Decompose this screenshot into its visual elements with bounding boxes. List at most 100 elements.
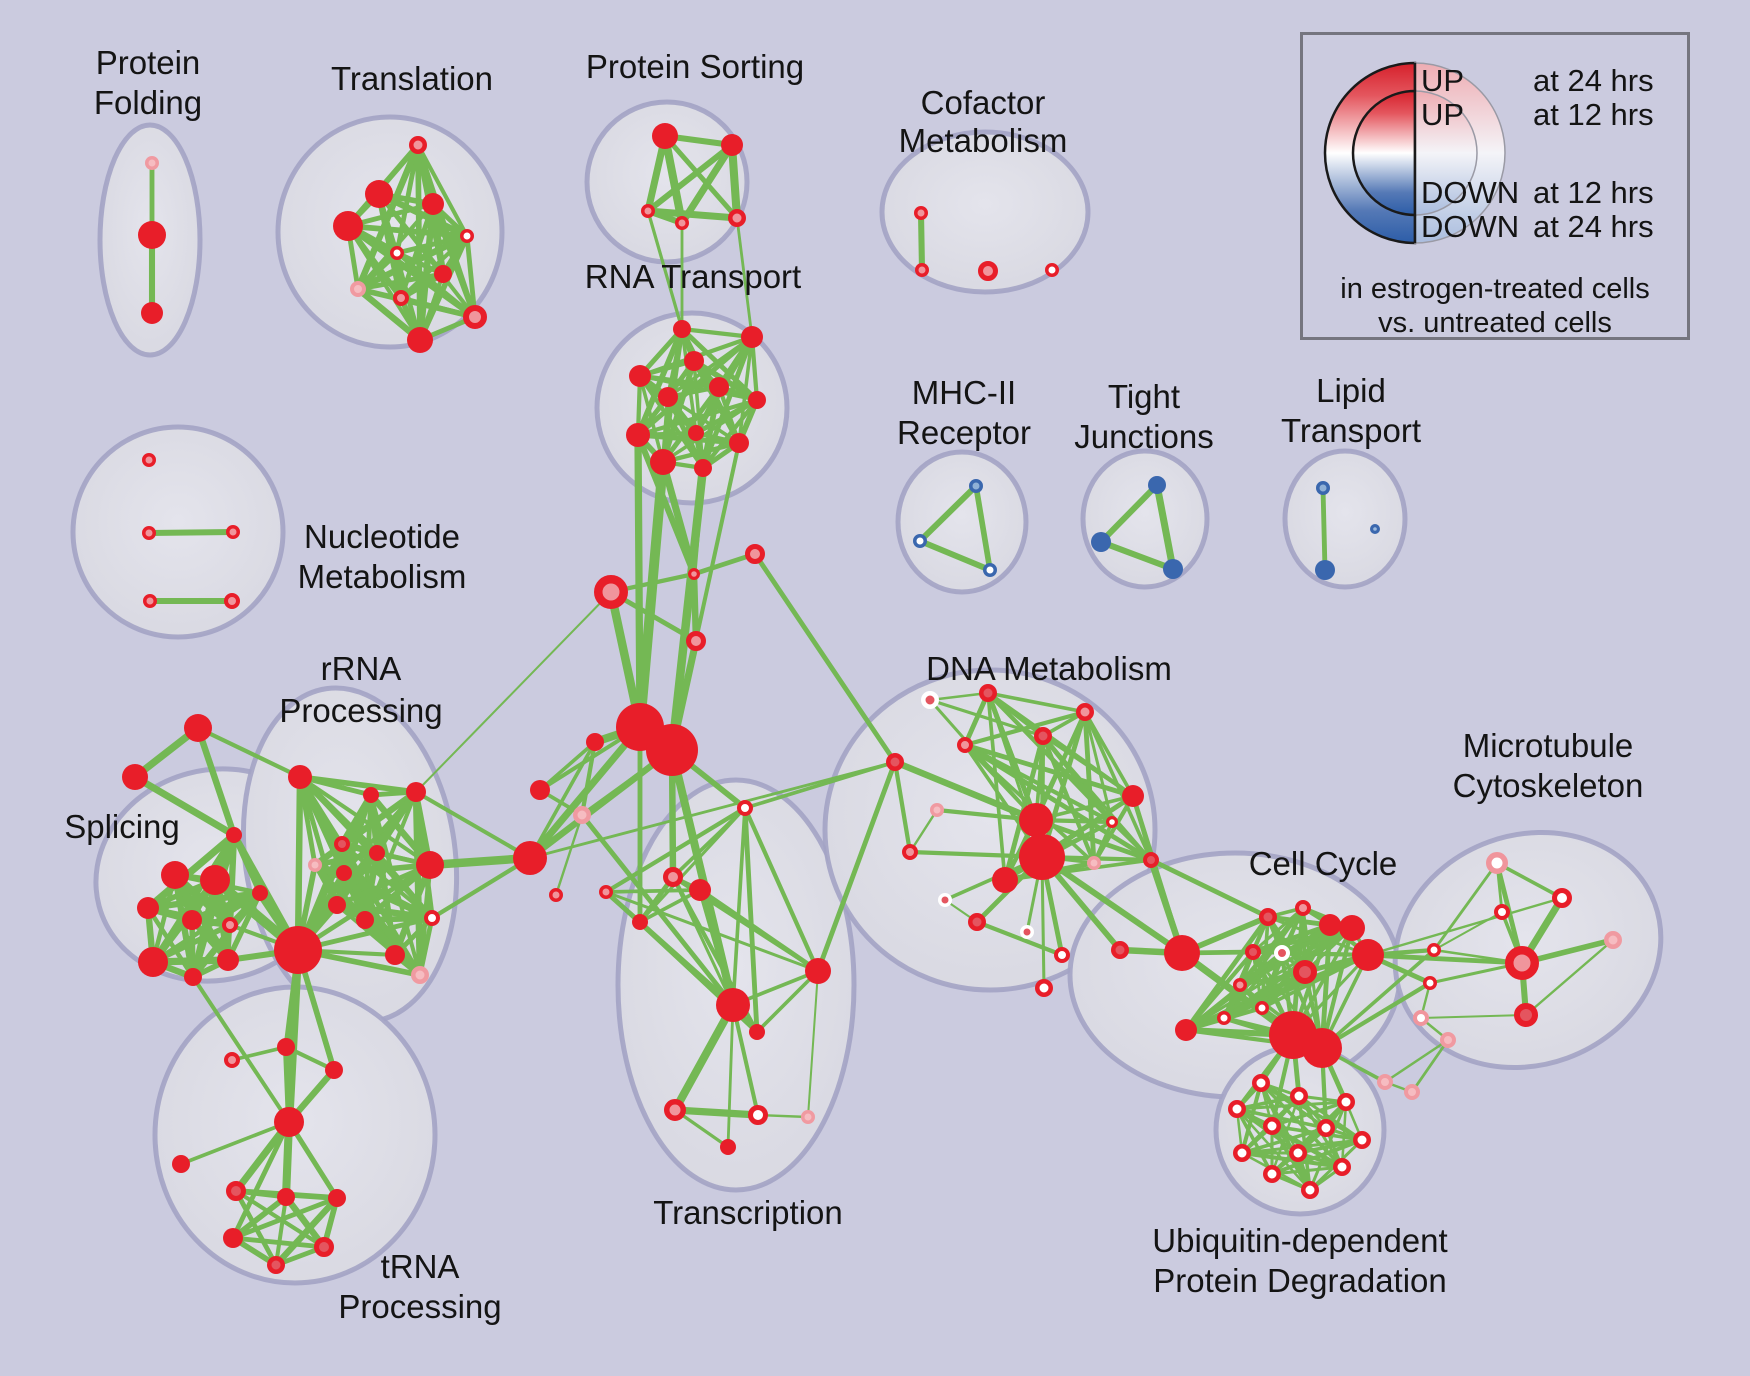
edge <box>413 789 533 861</box>
node-131-s <box>1175 1019 1197 1041</box>
edge <box>662 133 740 221</box>
node-101-rp2 <box>1034 727 1052 745</box>
legend-dir-label: UP <box>1421 97 1465 132</box>
edge <box>646 209 684 331</box>
edge <box>417 915 435 978</box>
node-16-rp <box>641 204 655 218</box>
node-layer <box>122 123 1622 1274</box>
node-108-s <box>992 867 1018 893</box>
node-13-s <box>407 327 433 353</box>
legend-caption-line2: vs. untreated cells <box>1378 307 1612 339</box>
edge <box>1097 538 1177 573</box>
edge <box>670 1000 738 1115</box>
edge <box>230 1119 292 1241</box>
edge <box>735 216 754 339</box>
edge <box>1269 1137 1365 1177</box>
edge <box>1240 1126 1328 1155</box>
cluster-lipid-transport <box>1282 448 1408 590</box>
node-116-rw <box>1054 947 1070 963</box>
node-57-s <box>137 897 159 919</box>
node-30-s <box>694 459 712 477</box>
edge <box>678 141 736 227</box>
edge <box>1383 1038 1450 1084</box>
edge <box>731 806 747 1007</box>
cluster-label-microtubule-cytoskeleton: Microtubule Cytoskeleton <box>1453 727 1644 804</box>
node-28-s <box>729 433 749 453</box>
node-166-s <box>223 1228 243 1248</box>
node-130-rw <box>1217 1011 1231 1025</box>
node-106-s <box>1019 803 1053 837</box>
edge <box>334 850 380 908</box>
node-115-wr <box>1020 925 1034 939</box>
node-53-rp <box>143 594 157 608</box>
node-5-s <box>333 211 363 241</box>
node-97-s <box>720 1139 736 1155</box>
legend-inner-left-half <box>1351 89 1417 217</box>
edge <box>362 915 435 923</box>
node-135-rw <box>1423 976 1437 990</box>
edge <box>282 1193 328 1251</box>
edge <box>604 888 702 894</box>
edge <box>189 831 238 981</box>
edge <box>230 1195 340 1241</box>
edge <box>398 295 478 320</box>
edge <box>660 131 687 228</box>
node-19-s <box>673 320 691 338</box>
node-122-s <box>1319 914 1341 936</box>
cluster-label-dna-metabolism: DNA Metabolism <box>926 650 1172 687</box>
node-136-pw <box>1413 1010 1429 1026</box>
node-1-s <box>138 221 166 249</box>
node-86-rw <box>737 800 753 816</box>
node-103-rp2 <box>886 753 904 771</box>
node-14-s <box>652 123 678 149</box>
node-9-s <box>434 265 452 283</box>
edge <box>742 805 821 974</box>
node-127-rp2 <box>1293 960 1317 984</box>
edge <box>1432 910 1504 952</box>
edge <box>1183 949 1256 1033</box>
node-93-s <box>749 1024 765 1040</box>
cluster-label-mhc-ii-receptor: MHC-II Receptor <box>897 374 1031 451</box>
edge <box>230 1235 327 1250</box>
node-46-bs <box>1163 559 1183 579</box>
node-72-pp <box>308 858 322 872</box>
legend-time-label: at 12 hrs <box>1533 175 1654 210</box>
edge <box>1003 858 1153 882</box>
cluster-label-rrna-processing: rRNA Processing <box>279 650 442 729</box>
edge <box>1148 857 1271 920</box>
node-84-pp <box>573 806 591 824</box>
legend-dir-label: DOWN <box>1421 175 1520 210</box>
node-15-s <box>721 134 743 156</box>
node-143-rp <box>1505 946 1539 980</box>
node-137-pp <box>1440 1032 1456 1048</box>
node-92-s <box>805 958 831 984</box>
cluster-tight-junctions <box>1080 448 1210 590</box>
node-47-bw2 <box>1316 481 1330 495</box>
node-167-rp2 <box>314 1237 334 1257</box>
edge <box>700 334 755 471</box>
node-129-rw <box>1255 1001 1269 1015</box>
node-22-s <box>684 351 704 371</box>
edge <box>391 861 434 959</box>
node-49-bp <box>1369 523 1380 534</box>
edge <box>638 374 759 402</box>
node-64-s <box>226 827 242 843</box>
node-144-rp2 <box>1514 1003 1538 1027</box>
edge <box>1432 861 1499 952</box>
cluster-cofactor-metabolism <box>879 129 1091 295</box>
node-89-s <box>689 879 711 901</box>
edge <box>671 1106 762 1119</box>
edge <box>962 742 1136 799</box>
edge <box>638 806 747 924</box>
node-31-rp <box>687 567 700 580</box>
edge <box>415 142 470 239</box>
cluster-label-protein-sorting: Protein Sorting <box>586 48 804 85</box>
edge <box>1235 1100 1348 1111</box>
node-61-s <box>184 968 202 986</box>
edge <box>1033 817 1154 863</box>
edge <box>917 209 926 274</box>
node-161-s <box>274 1107 304 1137</box>
cluster-label-nucleotide-metabolism: Nucleotide Metabolism <box>298 518 467 595</box>
